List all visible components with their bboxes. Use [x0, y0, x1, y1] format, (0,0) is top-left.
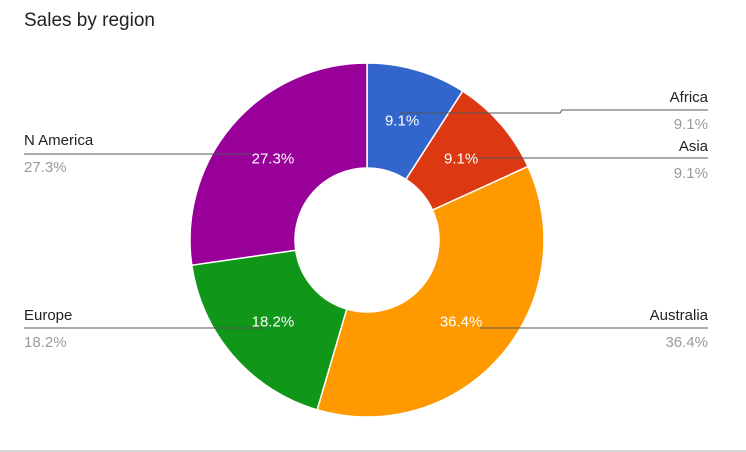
chart-title: Sales by region [24, 10, 155, 31]
slice-percent-australia: 36.4% [440, 314, 483, 331]
slice-percent-n-america: 27.3% [252, 150, 295, 167]
label-percent-asia: 9.1% [674, 165, 708, 182]
label-percent-africa: 9.1% [674, 116, 708, 133]
label-asia: Asia [679, 138, 709, 155]
label-percent-australia: 36.4% [665, 334, 708, 351]
outside-labels: Africa 9.1% Asia 9.1% Australia 36.4% Europe 18… [24, 89, 709, 351]
label-percent-n-america: 27.3% [24, 159, 67, 176]
slice-australia[interactable] [316, 165, 545, 418]
label-n-america: N America [24, 132, 94, 149]
leader-line-africa [400, 109, 708, 114]
slice-percent-labels: 9.1% 9.1% 36.4% 18.2% 27.3% [252, 113, 483, 331]
slices-group [189, 62, 545, 418]
label-australia: Australia [650, 307, 709, 324]
label-percent-europe: 18.2% [24, 334, 67, 351]
leader-lines-group [24, 109, 708, 329]
slice-n-america[interactable] [189, 62, 368, 267]
slice-percent-europe: 18.2% [252, 314, 295, 331]
slice-percent-africa: 9.1% [385, 113, 419, 130]
label-africa: Africa [670, 89, 709, 106]
slice-europe[interactable] [190, 249, 348, 411]
label-europe: Europe [24, 307, 72, 324]
slice-percent-asia: 9.1% [444, 150, 478, 167]
